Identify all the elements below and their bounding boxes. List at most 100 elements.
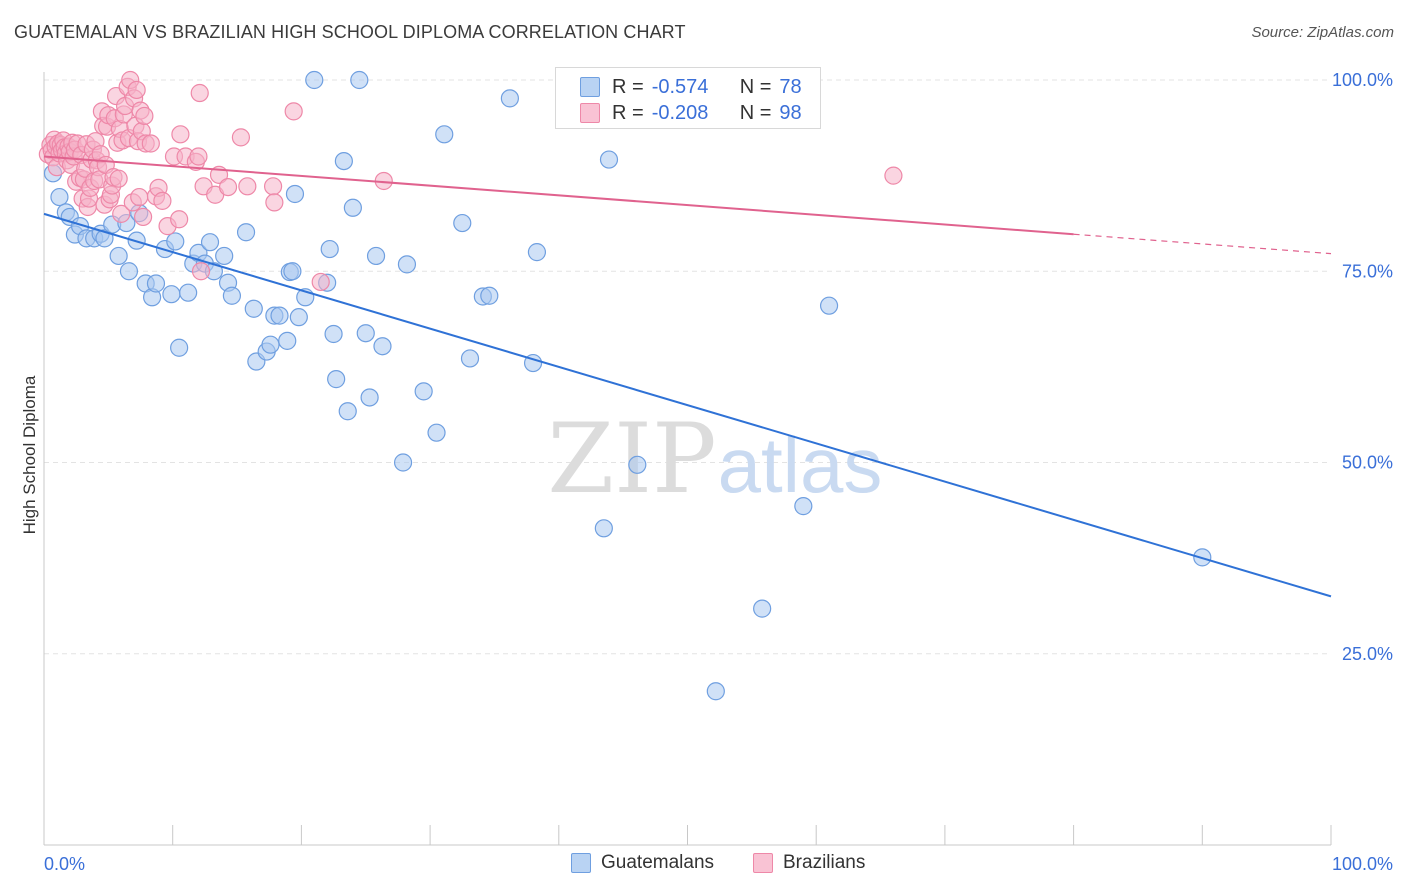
guatemalan-point [500, 89, 519, 108]
guatemalan-point [460, 349, 480, 368]
y-tick-label: 50.0% [1342, 453, 1393, 473]
guatemalan-point [753, 599, 772, 618]
correlation-legend: R = -0.574 N = 78 R = -0.208 N = 98 [555, 67, 821, 129]
legend-swatch-blue [580, 77, 600, 97]
guatemalan-point [366, 246, 386, 266]
guatemalan-point [819, 296, 839, 315]
y-tick-label: 75.0% [1342, 261, 1393, 281]
guatemalan-point [334, 151, 353, 171]
guatemalan-point [628, 455, 647, 474]
legend-swatch-pink [580, 103, 600, 123]
legend-item-guatemalans[interactable]: Guatemalans [571, 852, 714, 874]
brazilian-point [127, 80, 146, 100]
brazilian-point [130, 187, 149, 207]
legend-item-brazilians[interactable]: Brazilians [753, 852, 865, 874]
brazilian-point [884, 166, 903, 185]
guatemalan-point [414, 382, 433, 401]
guatemalan-point [109, 246, 128, 266]
axes [43, 72, 1332, 846]
guatemalan-point [283, 262, 302, 281]
brazilian-point [218, 178, 238, 197]
guatemalan-point [435, 125, 454, 144]
guatemalan-point [338, 402, 357, 421]
guatemalan-point [278, 331, 297, 350]
brazilian-point [311, 272, 330, 292]
guatemalan-point [170, 338, 189, 357]
guatemalan-point [427, 423, 446, 442]
guatemalan-point [200, 233, 220, 252]
guatemalan-point [343, 198, 362, 217]
guatemalan-point [166, 232, 185, 251]
watermark-atlas: atlas [718, 421, 883, 509]
n-value: 78 [779, 75, 802, 98]
brazilian-point [284, 102, 303, 121]
guatemalan-point [270, 306, 289, 325]
legend-label-guatemalans: Guatemalans [601, 852, 715, 873]
guatemalans-points [43, 70, 1212, 701]
brazilian-point [238, 177, 257, 196]
guatemalan-point [261, 335, 280, 354]
brazilian-point [171, 125, 190, 144]
guatemalan-point [393, 453, 413, 472]
brazilian-point [153, 191, 172, 210]
legend-row-brazilians: R = -0.208 N = 98 [580, 101, 802, 125]
guatemalan-point [320, 239, 339, 259]
grid-lines [44, 79, 1331, 655]
trend-lines [43, 155, 1332, 598]
guatemalan-point [706, 682, 725, 701]
legend-swatch-pink [753, 853, 773, 873]
r-value: -0.574 [651, 75, 709, 98]
brazilian-point [231, 128, 251, 147]
brazilian-point [109, 169, 128, 188]
brazilian-point [190, 83, 209, 103]
r-label: R = [612, 101, 644, 124]
guatemalan-point [50, 187, 69, 207]
guatemalan-point [397, 255, 417, 274]
tick-labels: 25.0% 50.0% 75.0% 100.0% 0.0% 100.0% [44, 70, 1393, 874]
guatemalan-point [794, 497, 813, 516]
guatemalan-point [527, 243, 547, 262]
guatemalan-point [285, 184, 305, 204]
x-tick-label-min: 0.0% [44, 854, 85, 874]
brazilian-point [189, 147, 208, 166]
guatemalan-point [327, 370, 346, 389]
guatemalan-point [162, 285, 181, 304]
guatemalan-point [305, 70, 324, 90]
guatemalan-point [236, 223, 256, 242]
guatemalan-point [480, 286, 499, 305]
brazilians-trend-line [43, 155, 1074, 236]
legend-swatch-blue [571, 853, 591, 873]
brazilian-point [135, 106, 154, 126]
guatemalan-point [119, 262, 139, 281]
guatemalan-point [360, 388, 379, 407]
guatemalan-point [453, 213, 472, 233]
source-credit: Source: ZipAtlas.com [1251, 24, 1394, 41]
n-label: N = [739, 75, 772, 98]
guatemalan-point [373, 337, 392, 356]
brazilian-point [191, 262, 211, 281]
guatemalan-point [179, 283, 198, 302]
r-value: -0.208 [651, 101, 709, 124]
guatemalan-point [289, 308, 308, 327]
brazilian-point [141, 134, 160, 153]
r-label: R = [612, 75, 644, 98]
guatemalan-point [356, 324, 375, 343]
brazilians-trend-line-extension [1073, 233, 1332, 255]
brazilian-point [133, 207, 153, 227]
brazilian-point [265, 193, 284, 212]
n-label: N = [739, 101, 772, 124]
brazilian-point [112, 204, 131, 223]
chart-title: GUATEMALAN VS BRAZILIAN HIGH SCHOOL DIPL… [14, 22, 686, 42]
y-axis-label: High School Diploma [20, 375, 39, 534]
brazilian-point [170, 210, 189, 229]
n-value: 98 [779, 101, 802, 124]
guatemalan-point [599, 150, 619, 169]
series-legend: Guatemalans Brazilians [0, 852, 1406, 878]
guatemalan-point [222, 286, 242, 305]
guatemalan-point [244, 299, 263, 318]
brazilian-point [263, 177, 283, 196]
guatemalans-trend-line [43, 212, 1332, 598]
y-tick-label: 25.0% [1342, 644, 1393, 664]
brazilians-points [38, 70, 903, 292]
guatemalan-point [594, 519, 613, 538]
